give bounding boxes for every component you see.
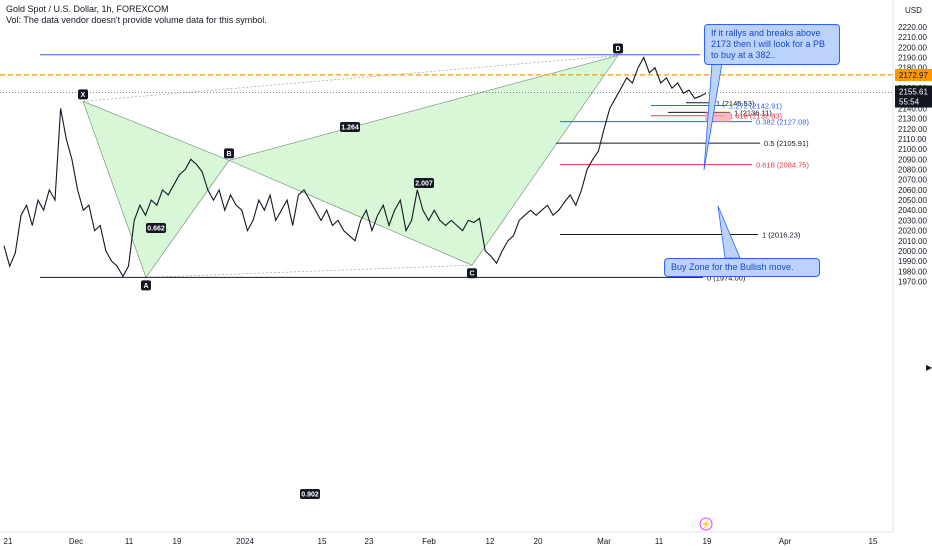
price-tick-label: 1970.00 — [898, 278, 927, 287]
ratio-badge-bg — [340, 122, 360, 132]
price-tick-label: 2190.00 — [898, 54, 927, 63]
annotation-breakout: If it rallys and breaks above 2173 then … — [704, 24, 840, 65]
ratio-badge-text: 1.264 — [341, 125, 359, 132]
pattern-point-bg — [613, 43, 623, 54]
ratio-badge-text: 2.007 — [415, 181, 433, 188]
price-tick-label: 2070.00 — [898, 176, 927, 185]
ratio-badge: 1.264 — [340, 122, 360, 132]
fib-level-label: 1 (2016.23) — [762, 230, 801, 239]
price-tick-label: 1990.00 — [898, 257, 927, 266]
time-tick-label: 11 — [655, 537, 664, 546]
price-tick-label: 2180.00 — [898, 64, 927, 73]
scroll-right-icon[interactable]: ▶ — [926, 363, 932, 372]
current-badge-bg — [895, 85, 932, 108]
fib-level-label: 0.618 (2084.75) — [756, 161, 809, 170]
buy-zone-box — [705, 112, 731, 122]
xab-triangle — [82, 100, 230, 279]
countdown-text: 55:54 — [899, 98, 920, 107]
time-tick-label: 20 — [534, 537, 543, 546]
price-tick-label: 2030.00 — [898, 216, 927, 225]
price-tick-label: 2200.00 — [898, 43, 927, 52]
pattern-point-d: D — [613, 43, 623, 54]
bd-ratio-line — [228, 55, 619, 161]
pattern-point-bg — [141, 280, 151, 291]
pattern-point-label: A — [143, 283, 148, 290]
pattern-point-label: C — [469, 271, 474, 278]
fib-level-label: 1 (2136.11) — [734, 108, 772, 117]
fib-level-label: 1.618 (2132.83) — [729, 112, 782, 121]
fib-level-label: 1.272 (2142.91) — [729, 101, 782, 110]
pattern-point-b: B — [224, 148, 234, 159]
fib-level-label: 0.382 (2127.08) — [756, 118, 809, 127]
price-tick-label: 2090.00 — [898, 155, 927, 164]
bcd-triangle — [228, 55, 619, 266]
price-tick-label: 2060.00 — [898, 186, 927, 195]
pattern-point-label: B — [226, 151, 231, 158]
price-tick-label: 2100.00 — [898, 145, 927, 154]
time-tick-label: 2024 — [236, 537, 254, 546]
price-tick-label: 2050.00 — [898, 196, 927, 205]
pattern-point-a: A — [141, 280, 151, 291]
time-tick-label: Dec — [69, 537, 83, 546]
ratio-badge-bg — [300, 489, 320, 499]
time-tick-label: 19 — [703, 537, 712, 546]
time-tick-label: 19 — [173, 537, 182, 546]
event-icon[interactable]: ⚡ — [699, 517, 713, 531]
ratio-badge: 2.007 — [414, 178, 434, 188]
volume-note: Vol: The data vendor doesn't provide vol… — [6, 15, 267, 25]
time-tick-label: Feb — [422, 537, 436, 546]
pattern-point-bg — [78, 89, 88, 100]
fib-level-label: 0.5 (2105.91) — [764, 139, 809, 148]
pattern-point-x: X — [78, 89, 88, 100]
price-tick-label: 2140.00 — [898, 104, 927, 113]
ac-ratio-line — [145, 264, 473, 278]
currency-label: USD — [905, 6, 922, 15]
price-tick-label: 2130.00 — [898, 115, 927, 124]
price-tick-label: 2080.00 — [898, 166, 927, 175]
price-tick-label: 1980.00 — [898, 267, 927, 276]
time-tick-label: 21 — [4, 537, 13, 546]
ratio-badge: 0.662 — [146, 223, 166, 233]
ratio-badge: 0.902 — [300, 489, 320, 499]
xd-ratio-line — [82, 55, 619, 102]
ratio-badge-bg — [146, 223, 166, 233]
price-tick-label: 2000.00 — [898, 247, 927, 256]
orange-badge-text: 2172.97 — [899, 71, 928, 80]
time-tick-label: 15 — [869, 537, 878, 546]
pattern-point-label: D — [615, 46, 620, 53]
time-tick-label: 15 — [318, 537, 327, 546]
pattern-point-c: C — [467, 268, 477, 279]
price-tick-label: 2120.00 — [898, 125, 927, 134]
ratio-badge-text: 0.902 — [301, 492, 319, 499]
fib-level-label: 1 (2145.53) — [716, 99, 755, 108]
price-tick-label: 2210.00 — [898, 33, 927, 42]
time-tick-label: 23 — [365, 537, 374, 546]
price-tick-label: 2040.00 — [898, 206, 927, 215]
ratio-badge-bg — [414, 178, 434, 188]
current-price-text: 2155.61 — [899, 88, 928, 97]
price-tick-label: 2220.00 — [898, 23, 927, 32]
callout-pointer-bottom — [717, 205, 741, 259]
time-tick-label: Apr — [779, 537, 792, 546]
orange-badge-bg — [895, 68, 932, 81]
time-tick-label: 11 — [125, 537, 134, 546]
pattern-point-bg — [467, 268, 477, 279]
annotation-buy-zone: Buy Zone for the Bullish move. — [664, 258, 820, 277]
price-tick-label: 2110.00 — [898, 135, 927, 144]
event-icon-glyph: ⚡ — [701, 519, 711, 529]
price-tick-label: 2010.00 — [898, 237, 927, 246]
time-tick-label: Mar — [597, 537, 611, 546]
chart-title: Gold Spot / U.S. Dollar, 1h, FOREXCOM — [6, 4, 169, 14]
pattern-point-bg — [224, 148, 234, 159]
fib-level-label: 0 (1974.00) — [707, 273, 746, 282]
orange-price-badge: 2172.97 — [895, 68, 932, 81]
event-icon-circle — [699, 517, 713, 531]
ratio-badge-text: 0.662 — [147, 226, 165, 233]
price-tick-label: 2020.00 — [898, 227, 927, 236]
pattern-point-label: X — [81, 92, 86, 99]
price-series-line — [3, 56, 707, 278]
time-tick-label: 12 — [486, 537, 495, 546]
